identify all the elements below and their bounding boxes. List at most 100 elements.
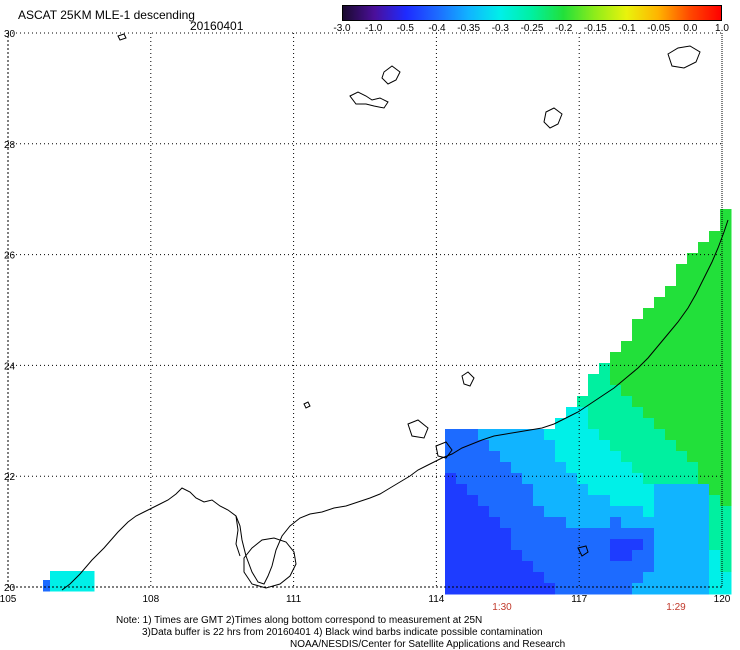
swath-cell [676,330,688,342]
swath-cell [676,517,688,529]
map-title: ASCAT 25KM MLE-1 descending [18,8,195,22]
longitude-tick-label: 108 [142,594,159,605]
swath-cell [478,440,490,452]
longitude-tick-label: 120 [714,594,731,605]
swath-cell [665,418,677,430]
swath-cell [588,418,600,430]
swath-cell [610,550,622,562]
swath-cell [654,440,666,452]
swath-cell [698,462,710,474]
swath-cell [555,418,567,430]
swath-cell [698,275,710,287]
swath-cell [533,429,545,441]
swath-cell [511,550,523,562]
swath-cell [676,539,688,551]
swath-cell [643,341,655,353]
swath-cell [511,484,523,496]
swath-cell [467,528,479,540]
swath-cell [478,528,490,540]
swath-cell [698,363,710,375]
swath-cell [445,528,457,540]
swath-cell [489,429,501,441]
swath-cell [511,583,523,595]
swath-cell [555,550,567,562]
swath-cell [720,286,732,298]
swath-cell [599,418,611,430]
swath-cell [489,550,501,562]
swath-cell [687,363,699,375]
swath-cell [577,495,589,507]
swath-cell [456,484,468,496]
colorbar-tick-label: -0.05 [647,23,671,34]
swath-cell [489,539,501,551]
swath-cell [478,517,490,529]
swath-cell [643,539,655,551]
swath-cell [632,341,644,353]
swath-cell [676,374,688,386]
swath-cell [654,550,666,562]
colorbar-tick-label: -0.15 [583,23,607,34]
swath-cell [720,517,732,529]
swath-cell [621,528,633,540]
swath-cell [654,308,666,320]
swath-cell [533,561,545,573]
swath-cell [632,561,644,573]
swath-cell [643,396,655,408]
swath-cell [643,308,655,320]
swath-cell [522,539,534,551]
swath-cell [555,451,567,463]
swath-cell [445,572,457,584]
swath-cell [709,396,721,408]
swath-cell [621,352,633,364]
swath-cell [610,484,622,496]
swath-cell [445,539,457,551]
swath-cell [577,440,589,452]
swath-cell [533,550,545,562]
swath-cell [544,462,556,474]
swath-cell [522,484,534,496]
swath-cell [456,550,468,562]
swath-cell [720,319,732,331]
swath-cell [522,550,534,562]
swath-cell [445,473,457,485]
swath-cell [720,264,732,276]
swath-cell [566,539,578,551]
swath-cell [621,473,633,485]
swath-cell [665,429,677,441]
swath-cell [654,451,666,463]
swath-cell [621,506,633,518]
swath-cell [643,528,655,540]
swath-cell [698,451,710,463]
swath-cell [456,495,468,507]
swath-cell [654,473,666,485]
swath-cell [676,506,688,518]
swath-cell [643,330,655,342]
swath-cell [709,517,721,529]
swath-cell [720,550,732,562]
swath-cell [511,473,523,485]
swath-cell [533,451,545,463]
swath-cell [643,374,655,386]
swath-cell [610,352,622,364]
swath-cell [621,517,633,529]
swath-cell [555,484,567,496]
swath-cell [445,462,457,474]
swath-cell [665,286,677,298]
swath-cell [698,528,710,540]
swath-cell [467,561,479,573]
swath-cell [720,429,732,441]
swath-cell [599,484,611,496]
swath-cell [709,341,721,353]
swath-cell [456,572,468,584]
swath-cell [709,418,721,430]
swath-cell [621,374,633,386]
swath-cell [665,440,677,452]
swath-cell [533,484,545,496]
swath-cell [533,583,545,595]
swath-cell [599,561,611,573]
swath-cell [511,517,523,529]
swath-cell [588,385,600,397]
swath-cell [720,231,732,243]
swath-cell [698,396,710,408]
time-label: 1:30 [492,602,512,613]
